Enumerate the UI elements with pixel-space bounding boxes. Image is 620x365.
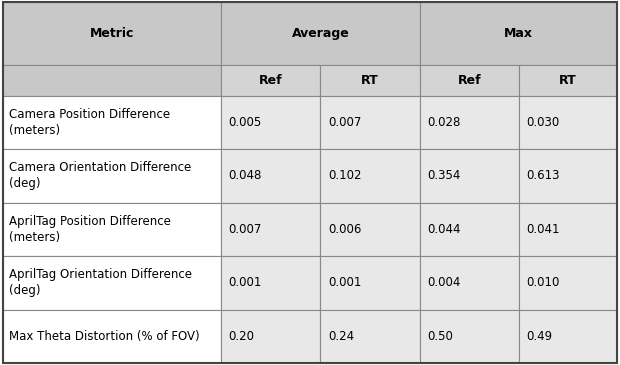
Bar — [420, 65, 520, 96]
Text: RT: RT — [559, 74, 577, 87]
Text: 0.20: 0.20 — [228, 330, 254, 343]
Text: Ref: Ref — [259, 74, 283, 87]
Bar — [420, 149, 520, 203]
Text: 0.005: 0.005 — [228, 116, 262, 129]
Bar — [3, 310, 221, 363]
Text: 0.613: 0.613 — [527, 169, 560, 182]
Bar — [321, 203, 420, 256]
Text: 0.24: 0.24 — [328, 330, 354, 343]
Text: 0.007: 0.007 — [328, 116, 361, 129]
Text: 0.041: 0.041 — [527, 223, 560, 236]
Text: 0.49: 0.49 — [527, 330, 553, 343]
Text: 0.007: 0.007 — [228, 223, 262, 236]
Text: Max Theta Distortion (% of FOV): Max Theta Distortion (% of FOV) — [9, 330, 200, 343]
Bar — [221, 96, 321, 149]
Text: 0.010: 0.010 — [527, 276, 560, 289]
Bar — [420, 2, 617, 65]
Text: Ref: Ref — [458, 74, 481, 87]
Bar — [520, 96, 617, 149]
Bar — [520, 203, 617, 256]
Bar — [321, 256, 420, 310]
Text: Metric: Metric — [90, 27, 135, 40]
Bar — [520, 149, 617, 203]
Text: 0.50: 0.50 — [427, 330, 453, 343]
Bar — [420, 203, 520, 256]
Text: 0.001: 0.001 — [328, 276, 361, 289]
Bar — [3, 256, 221, 310]
Bar — [3, 149, 221, 203]
Bar — [3, 96, 221, 149]
Bar — [221, 310, 321, 363]
Bar — [321, 149, 420, 203]
Text: AprilTag Position Difference
(meters): AprilTag Position Difference (meters) — [9, 215, 171, 244]
Bar — [520, 256, 617, 310]
Text: 0.030: 0.030 — [527, 116, 560, 129]
Bar — [321, 310, 420, 363]
Text: 0.048: 0.048 — [228, 169, 262, 182]
Text: Camera Orientation Difference
(deg): Camera Orientation Difference (deg) — [9, 161, 192, 191]
Bar — [3, 203, 221, 256]
Bar — [3, 65, 221, 96]
Text: 0.006: 0.006 — [328, 223, 361, 236]
Text: 0.102: 0.102 — [328, 169, 361, 182]
Text: 0.001: 0.001 — [228, 276, 262, 289]
Bar — [221, 2, 420, 65]
Bar — [520, 310, 617, 363]
Bar — [520, 65, 617, 96]
Text: 0.028: 0.028 — [427, 116, 461, 129]
Text: RT: RT — [361, 74, 379, 87]
Bar — [3, 2, 221, 65]
Text: 0.354: 0.354 — [427, 169, 461, 182]
Text: Camera Position Difference
(meters): Camera Position Difference (meters) — [9, 108, 171, 137]
Bar — [321, 96, 420, 149]
Text: 0.004: 0.004 — [427, 276, 461, 289]
Bar — [321, 65, 420, 96]
Text: Max: Max — [504, 27, 533, 40]
Text: 0.044: 0.044 — [427, 223, 461, 236]
Text: AprilTag Orientation Difference
(deg): AprilTag Orientation Difference (deg) — [9, 268, 192, 297]
Text: Average: Average — [291, 27, 349, 40]
Bar — [221, 256, 321, 310]
Bar — [221, 149, 321, 203]
Bar — [420, 96, 520, 149]
Bar — [420, 256, 520, 310]
Bar — [221, 65, 321, 96]
Bar — [420, 310, 520, 363]
Bar — [221, 203, 321, 256]
